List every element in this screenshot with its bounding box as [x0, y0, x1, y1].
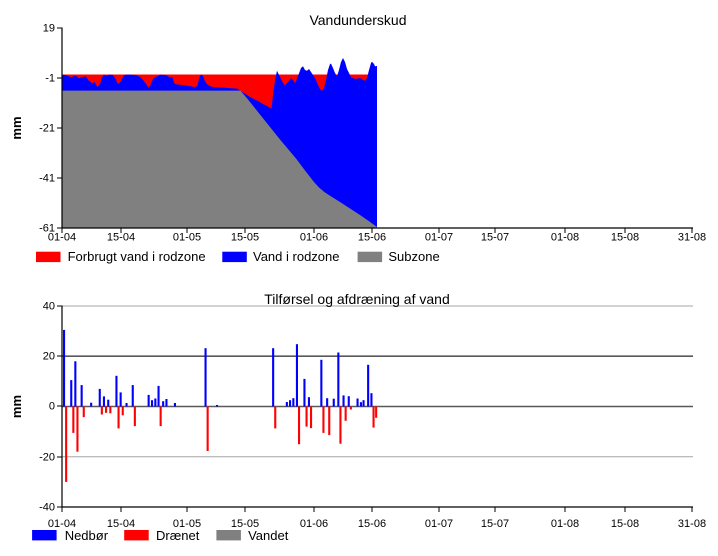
svg-text:15-06: 15-06 [358, 232, 386, 244]
svg-text:01-06: 01-06 [300, 518, 328, 530]
svg-text:01-04: 01-04 [48, 518, 76, 530]
svg-text:Tilførsel og afdræning af vand: Tilførsel og afdræning af vand [264, 291, 449, 307]
svg-text:mm: mm [9, 395, 24, 418]
svg-text:15-05: 15-05 [231, 518, 259, 530]
svg-text:15-04: 15-04 [107, 518, 135, 530]
svg-text:mm: mm [9, 116, 24, 139]
svg-text:-1: -1 [45, 73, 55, 85]
svg-text:01-04: 01-04 [48, 232, 76, 244]
svg-text:0: 0 [49, 401, 55, 413]
svg-text:15-06: 15-06 [358, 518, 386, 530]
svg-text:-41: -41 [39, 173, 55, 185]
svg-text:15-04: 15-04 [107, 232, 135, 244]
svg-text:01-07: 01-07 [425, 232, 453, 244]
svg-text:Subzone: Subzone [388, 249, 439, 264]
svg-text:Vand i rodzone: Vand i rodzone [253, 249, 340, 264]
svg-text:01-08: 01-08 [551, 518, 579, 530]
svg-text:19: 19 [43, 23, 55, 35]
svg-text:01-08: 01-08 [551, 232, 579, 244]
svg-text:01-05: 01-05 [173, 232, 201, 244]
svg-text:Vandet: Vandet [248, 528, 289, 543]
svg-text:Vandunderskud: Vandunderskud [309, 12, 406, 28]
svg-text:20: 20 [43, 351, 55, 363]
svg-text:-20: -20 [39, 452, 55, 464]
svg-text:-40: -40 [39, 502, 55, 514]
svg-text:15-08: 15-08 [611, 232, 639, 244]
svg-text:15-08: 15-08 [611, 518, 639, 530]
svg-text:01-07: 01-07 [425, 518, 453, 530]
svg-text:01-06: 01-06 [300, 232, 328, 244]
svg-text:01-05: 01-05 [173, 518, 201, 530]
svg-text:40: 40 [43, 301, 55, 313]
svg-text:Nedbør: Nedbør [65, 528, 109, 543]
svg-text:31-08: 31-08 [678, 232, 706, 244]
svg-text:-61: -61 [39, 223, 55, 235]
svg-text:31-08: 31-08 [678, 518, 706, 530]
svg-text:15-05: 15-05 [231, 232, 259, 244]
svg-text:Forbrugt vand i rodzone: Forbrugt vand i rodzone [68, 249, 206, 264]
svg-text:Drænet: Drænet [156, 528, 200, 543]
svg-text:15-07: 15-07 [481, 518, 509, 530]
svg-text:-21: -21 [39, 123, 55, 135]
svg-text:15-07: 15-07 [481, 232, 509, 244]
